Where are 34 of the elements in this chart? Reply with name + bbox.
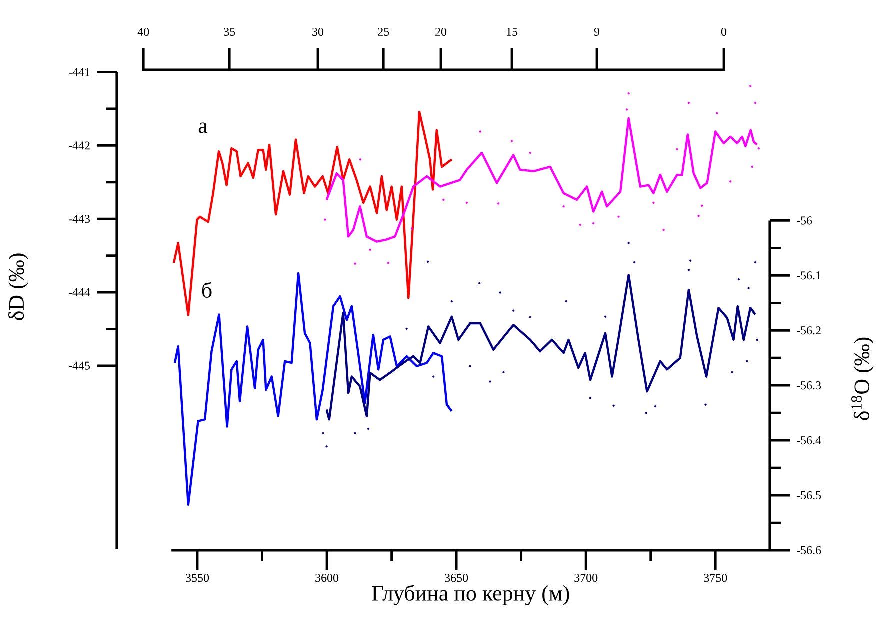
x-tick-label: 3550 xyxy=(186,574,210,582)
y2-tick-label: -56.6 xyxy=(796,546,822,555)
text: 9 xyxy=(594,28,600,36)
x-tick-label: 3600 xyxy=(316,574,339,582)
line-series xyxy=(326,274,757,421)
line-series xyxy=(174,272,453,506)
y-tick-label: -445 xyxy=(68,362,90,370)
y-tick-label: -441 xyxy=(68,68,90,76)
x-tick-label: 3650 xyxy=(445,574,468,582)
text: 25 xyxy=(378,28,390,36)
text: 30 xyxy=(312,28,324,36)
y-tick-label: -444 xyxy=(68,288,90,296)
y2-tick-label: -56 xyxy=(796,216,812,225)
y2-tick-label: -56.3 xyxy=(796,382,822,390)
x-tick-label: 3750 xyxy=(704,574,728,582)
annotation: б xyxy=(202,282,212,298)
line-series xyxy=(172,110,453,316)
y2-tick-label: -56.2 xyxy=(796,326,821,335)
y2-tick-label: -56.5 xyxy=(796,491,822,500)
x-axis-title: Глубина по керну (м) xyxy=(372,584,570,606)
text: 20 xyxy=(436,28,447,36)
annotation: а xyxy=(198,122,208,134)
text: 0 xyxy=(721,28,727,36)
text: 15 xyxy=(507,28,518,36)
y2-tick-label: -56.4 xyxy=(796,436,822,445)
y-tick-label: -442 xyxy=(68,142,90,150)
text: 35 xyxy=(224,28,236,36)
y-tick-label: -443 xyxy=(68,215,90,224)
text: 40 xyxy=(138,28,150,36)
y2-tick-label: -56.1 xyxy=(796,272,821,280)
line-series xyxy=(326,117,758,243)
y2-axis-title: δ$^{18}$O (‰) xyxy=(852,338,874,420)
x-tick-label: 3700 xyxy=(574,574,598,582)
y-axis-title: δD (‰) xyxy=(8,254,29,320)
